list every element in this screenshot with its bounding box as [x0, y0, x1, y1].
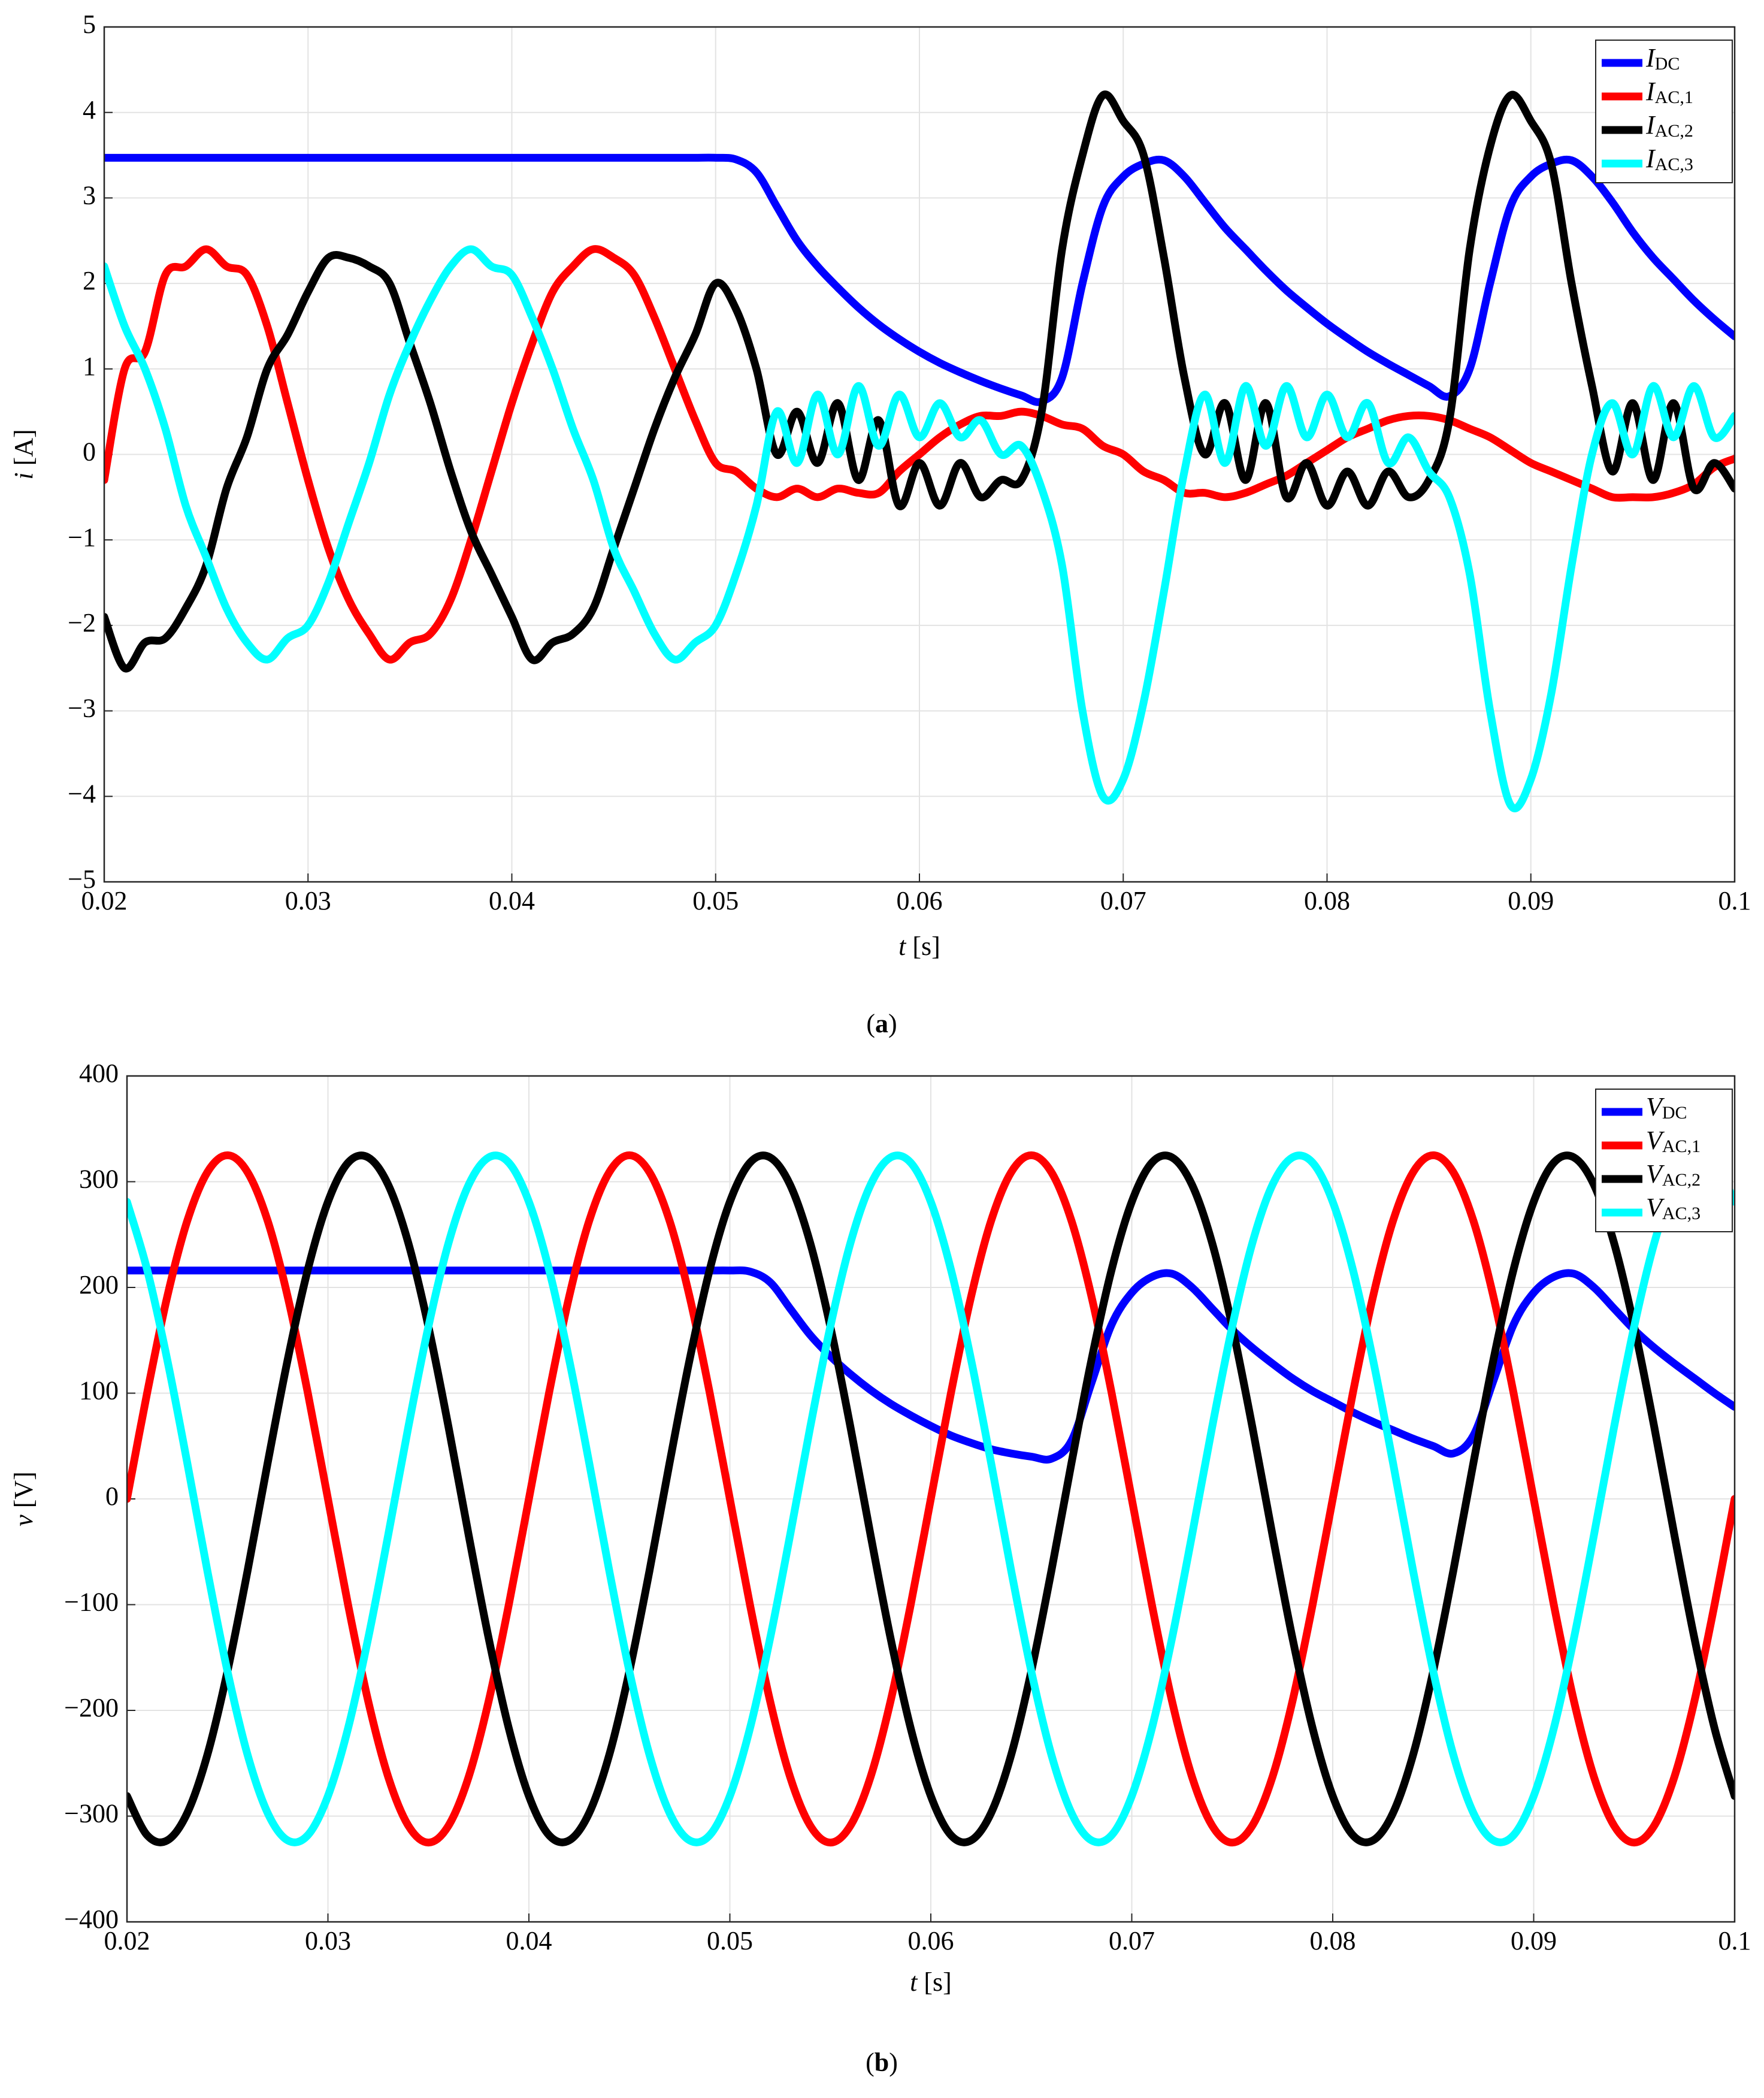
data-line	[127, 1151, 1735, 1847]
y-tick-label: −400	[64, 1904, 119, 1934]
legend-label: IDC	[1645, 43, 1680, 74]
legend-label: IAC,1	[1645, 77, 1693, 107]
y-tick-label: 3	[83, 180, 96, 210]
y-tick-label: −100	[64, 1588, 119, 1617]
x-tick-label: 0.05	[692, 886, 739, 915]
caption: (b)	[866, 2048, 898, 2077]
x-tick-label: 0.09	[1511, 1926, 1557, 1955]
y-axis-label: i [A]	[9, 429, 38, 479]
x-tick-label: 0.08	[1310, 1926, 1356, 1955]
y-tick-label: −200	[64, 1693, 119, 1722]
y-tick-label: 5	[83, 10, 96, 39]
y-tick-label: 2	[83, 266, 96, 295]
x-tick-label: 0.03	[285, 886, 331, 915]
data-line	[127, 1151, 1735, 1846]
legend-label: VDC	[1646, 1092, 1687, 1123]
y-tick-label: −3	[68, 694, 96, 723]
y-tick-label: 400	[79, 1059, 119, 1088]
x-tick-label: 0.03	[305, 1926, 351, 1955]
x-tick-label: 0.04	[506, 1926, 552, 1955]
x-tick-label: 0.1	[1718, 1926, 1751, 1955]
y-tick-label: 200	[79, 1270, 119, 1299]
x-axis-label: t [s]	[898, 932, 940, 961]
x-tick-label: 0.04	[489, 886, 535, 915]
x-tick-label: 0.05	[707, 1926, 753, 1955]
legend-label: IAC,2	[1645, 110, 1693, 141]
legend-label: VAC,1	[1646, 1126, 1701, 1156]
data-line	[104, 153, 1735, 406]
x-axis-label: t [s]	[910, 1967, 952, 1997]
caption: (a)	[866, 1009, 897, 1038]
x-tick-label: 0.06	[897, 886, 943, 915]
legend-label: VAC,3	[1646, 1193, 1701, 1223]
x-tick-label: 0.06	[908, 1926, 954, 1955]
y-tick-label: −2	[68, 608, 96, 637]
x-tick-label: 0.07	[1109, 1926, 1155, 1955]
y-tick-label: 0	[105, 1482, 119, 1511]
legend-label: VAC,2	[1646, 1159, 1701, 1190]
x-tick-label: 0.09	[1508, 886, 1554, 915]
y-tick-label: −1	[68, 522, 96, 552]
x-tick-label: 0.07	[1100, 886, 1146, 915]
y-tick-label: 4	[83, 95, 96, 125]
y-tick-label: −300	[64, 1799, 119, 1828]
legend-label: IAC,3	[1645, 144, 1693, 174]
y-tick-label: 100	[79, 1376, 119, 1405]
y-tick-label: −4	[68, 779, 96, 808]
y-tick-label: 0	[83, 437, 96, 467]
x-tick-label: 0.02	[104, 1926, 150, 1955]
y-tick-label: 1	[83, 352, 96, 381]
axes-box	[103, 26, 1736, 883]
x-tick-label: 0.08	[1304, 886, 1350, 915]
y-axis-label: v [V]	[9, 1471, 38, 1526]
x-tick-label: 0.1	[1718, 886, 1751, 915]
data-line	[127, 1151, 1735, 1846]
axes-box	[126, 1075, 1736, 1923]
y-tick-label: −5	[68, 864, 96, 894]
x-tick-label: 0.02	[81, 886, 128, 915]
data-line	[104, 245, 1735, 812]
y-tick-label: 300	[79, 1165, 119, 1194]
